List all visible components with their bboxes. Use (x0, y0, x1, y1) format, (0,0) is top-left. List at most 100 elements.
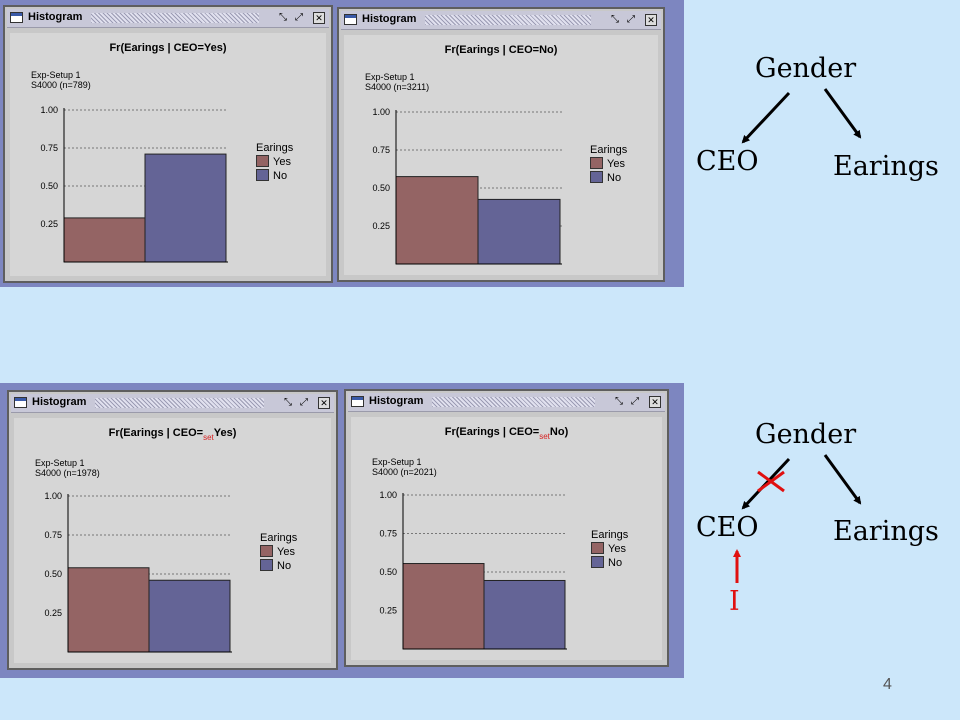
arrow-gender-to-earnings (823, 88, 862, 139)
histogram-window[interactable]: Histogram ⤡ ⤢ ✕ Fr(Earings | CEO=Yes) Ex… (3, 5, 333, 283)
chart-area: Fr(Earings | CEO=setYes) Exp-Setup 1 S400… (14, 418, 331, 663)
legend-swatch-no (256, 169, 269, 181)
y-tick-label: 0.75 (40, 143, 58, 153)
close-icon[interactable]: ✕ (318, 397, 330, 409)
page-number: 4 (883, 676, 892, 693)
y-tick-label: 1.00 (44, 491, 62, 501)
y-tick-label: 0.75 (372, 145, 390, 155)
minimize-icon[interactable]: ⤡ (279, 12, 287, 23)
histogram-window[interactable]: Histogram ⤡ ⤢ ✕ Fr(Earings | CEO=No) Exp… (337, 7, 665, 282)
legend-title: Earings (590, 144, 628, 156)
setup-label: Exp-Setup 1 S4000 (n=3211) (365, 72, 430, 92)
titlebar-drag-grip[interactable] (95, 398, 264, 408)
y-tick-label: 1.00 (372, 107, 390, 117)
chart-area: Fr(Earings | CEO=No) Exp-Setup 1 S4000 (n… (344, 35, 658, 275)
legend-item-yes: Yes (260, 545, 297, 559)
legend-item-no: No (590, 171, 627, 185)
legend-item-no: No (256, 169, 293, 183)
y-tick-label: 0.50 (40, 181, 58, 191)
maximize-icon[interactable]: ⤢ (295, 12, 303, 23)
window-title: Histogram (28, 11, 83, 23)
chart-title: Fr(Earings | CEO=Yes) (109, 42, 227, 54)
legend: Earings Yes No (256, 142, 293, 183)
node-gender: Gender (755, 53, 857, 84)
causal-arrows-top (741, 88, 862, 144)
y-tick-label: 1.00 (40, 105, 58, 115)
y-tick-label: 0.50 (372, 183, 390, 193)
y-tick-label: 0.25 (379, 606, 397, 616)
window-titlebar[interactable]: Histogram ⤡ ⤢ ✕ (341, 11, 661, 30)
legend-item-no: No (591, 556, 628, 570)
titlebar-drag-grip[interactable] (425, 15, 591, 25)
window-title: Histogram (362, 13, 417, 25)
chart-title: Fr(Earings | CEO=setYes) (108, 427, 237, 442)
legend-swatch-yes (590, 157, 603, 169)
causal-arrows-bottom (733, 454, 862, 583)
chart-area: Fr(Earings | CEO=Yes) Exp-Setup 1 S4000 (… (10, 33, 326, 276)
legend-item-yes: Yes (256, 155, 293, 169)
legend-swatch-no (260, 559, 273, 571)
bar-no (148, 579, 231, 653)
node-gender: Gender (755, 419, 857, 450)
bar-yes (67, 567, 150, 653)
legend-item-yes: Yes (591, 542, 628, 556)
window-title: Histogram (369, 395, 424, 407)
close-icon[interactable]: ✕ (645, 14, 657, 26)
legend-title: Earings (591, 529, 629, 541)
bar-plot: 1.00 0.75 0.50 0.25 (379, 490, 567, 650)
y-tick-label: 0.75 (379, 529, 397, 539)
arrow-gender-to-ceo (741, 91, 791, 144)
histogram-window[interactable]: Histogram ⤡ ⤢ ✕ Fr(Earings | CEO=setYes)… (7, 390, 338, 670)
maximize-icon[interactable]: ⤢ (627, 14, 635, 25)
window-icon (10, 12, 23, 23)
arrow-gender-to-earnings (823, 454, 862, 505)
bar-plot: 1.00 0.75 0.50 0.25 (372, 107, 562, 265)
window-titlebar[interactable]: Histogram ⤡ ⤢ ✕ (11, 394, 334, 413)
legend-swatch-yes (256, 155, 269, 167)
window-titlebar[interactable]: Histogram ⤡ ⤢ ✕ (7, 9, 329, 28)
setup-label: Exp-Setup 1 S4000 (n=2021) (372, 457, 437, 477)
bar-no (483, 579, 566, 650)
bar-plot: 1.00 0.75 0.50 0.25 (44, 491, 232, 653)
y-tick-label: 0.25 (44, 608, 62, 618)
intervention-label: I (729, 586, 740, 617)
y-tick-label: 0.75 (44, 530, 62, 540)
window-titlebar[interactable]: Histogram ⤡ ⤢ ✕ (348, 393, 665, 412)
chart-area: Fr(Earings | CEO=setNo) Exp-Setup 1 S4000… (351, 417, 662, 660)
bar-no (477, 198, 561, 265)
maximize-icon[interactable]: ⤢ (631, 396, 639, 407)
y-tick-label: 1.00 (379, 490, 397, 500)
bar-plot: 1.00 0.75 0.50 0.25 (40, 105, 228, 263)
legend-title: Earings (260, 532, 298, 544)
legend: Earings Yes No (591, 529, 628, 570)
chart-title: Fr(Earings | CEO=No) (444, 44, 558, 56)
bar-yes (395, 176, 479, 265)
node-earnings: Earings (833, 151, 939, 182)
node-ceo: CEO (696, 512, 759, 543)
window-icon (351, 396, 364, 407)
chart-title: Fr(Earings | CEO=setNo) (444, 426, 569, 441)
legend-title: Earings (256, 142, 294, 154)
node-earnings: Earings (833, 516, 939, 547)
close-icon[interactable]: ✕ (313, 12, 325, 24)
node-ceo: CEO (696, 146, 759, 177)
minimize-icon[interactable]: ⤡ (284, 397, 292, 408)
y-tick-label: 0.50 (44, 569, 62, 579)
bar-yes (402, 563, 485, 650)
bar-no (144, 153, 227, 263)
y-tick-label: 0.25 (372, 221, 390, 231)
titlebar-drag-grip[interactable] (91, 13, 259, 23)
legend-swatch-yes (260, 545, 273, 557)
cut-edge-mark (757, 470, 785, 493)
legend: Earings Yes No (260, 532, 297, 573)
y-tick-label: 0.25 (40, 219, 58, 229)
titlebar-drag-grip[interactable] (432, 397, 595, 407)
histogram-window[interactable]: Histogram ⤡ ⤢ ✕ Fr(Earings | CEO=setNo) … (344, 389, 669, 667)
minimize-icon[interactable]: ⤡ (615, 396, 623, 407)
y-tick-label: 0.50 (379, 567, 397, 577)
legend-item-yes: Yes (590, 157, 627, 171)
close-icon[interactable]: ✕ (649, 396, 661, 408)
minimize-icon[interactable]: ⤡ (611, 14, 619, 25)
setup-label: Exp-Setup 1 S4000 (n=789) (31, 70, 91, 90)
maximize-icon[interactable]: ⤢ (300, 397, 308, 408)
